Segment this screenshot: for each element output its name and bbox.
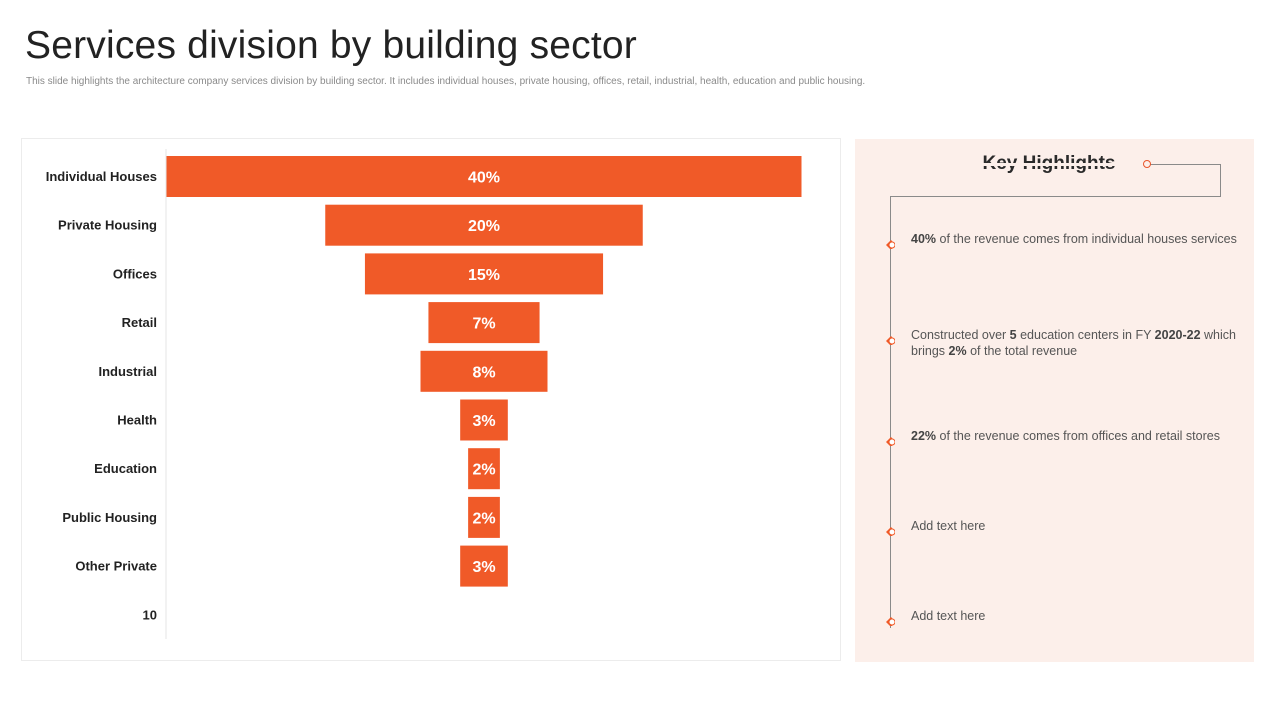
- funnel-bar: [420, 350, 548, 392]
- bar-value-label: 40%: [468, 170, 500, 187]
- funnel-chart: Individual Houses 40% Private Housing 20% Of…: [46, 149, 802, 639]
- category-label: Retail: [122, 315, 157, 330]
- category-label: Individual Houses: [46, 169, 157, 184]
- category-label: 10: [143, 607, 157, 622]
- highlight-text: 22% of the revenue comes from offices an…: [911, 429, 1220, 443]
- bar-value-label: 15%: [468, 267, 500, 284]
- highlight-text: 40% of the revenue comes from individual…: [911, 232, 1237, 246]
- diamond-ring-bullet-icon: [886, 527, 895, 536]
- arrow-left-icon: [1143, 160, 1151, 168]
- funnel-bar: [325, 204, 643, 246]
- bar-value-label: 3%: [472, 413, 495, 430]
- slide-title: Services division by building sector: [25, 24, 637, 67]
- funnel-bar: [460, 399, 508, 441]
- category-label: Industrial: [98, 364, 157, 379]
- timeline-line: [890, 196, 891, 628]
- funnel-bar: [468, 448, 500, 490]
- bar-value-label: 3%: [472, 559, 495, 576]
- highlight-text: Add text here: [911, 519, 986, 533]
- slide-subtitle: This slide highlights the architecture c…: [26, 76, 866, 87]
- bar-value-label: 2%: [472, 510, 495, 527]
- category-label: Private Housing: [58, 218, 157, 233]
- bar-value-label: 20%: [468, 218, 500, 235]
- category-label: Public Housing: [62, 510, 157, 525]
- chart-panel: Individual Houses 40% Private Housing 20% Of…: [21, 138, 841, 661]
- category-label: Health: [117, 413, 157, 428]
- highlight-text: Constructed over 5 education centers in …: [911, 328, 1236, 358]
- funnel-bar: [428, 302, 540, 344]
- bar-value-label: 2%: [472, 462, 495, 479]
- funnel-bar: [166, 156, 802, 197]
- diamond-ring-bullet-icon: [886, 336, 895, 345]
- category-label: Education: [94, 461, 157, 476]
- connector-line: [891, 164, 1221, 197]
- funnel-bar: [460, 545, 508, 587]
- funnel-bar: [364, 253, 604, 295]
- bar-value-label: 8%: [472, 364, 495, 381]
- diamond-ring-bullet-icon: [886, 437, 895, 446]
- category-label: Offices: [113, 266, 157, 281]
- key-highlights-panel: Key Highlights 40% of the revenue comes …: [855, 139, 1254, 662]
- funnel-bar: [468, 496, 500, 538]
- diamond-ring-bullet-icon: [886, 617, 895, 626]
- diamond-ring-bullet-icon: [886, 240, 895, 249]
- bar-value-label: 7%: [472, 316, 495, 333]
- category-label: Other Private: [75, 559, 157, 574]
- highlight-text: Add text here: [911, 609, 986, 623]
